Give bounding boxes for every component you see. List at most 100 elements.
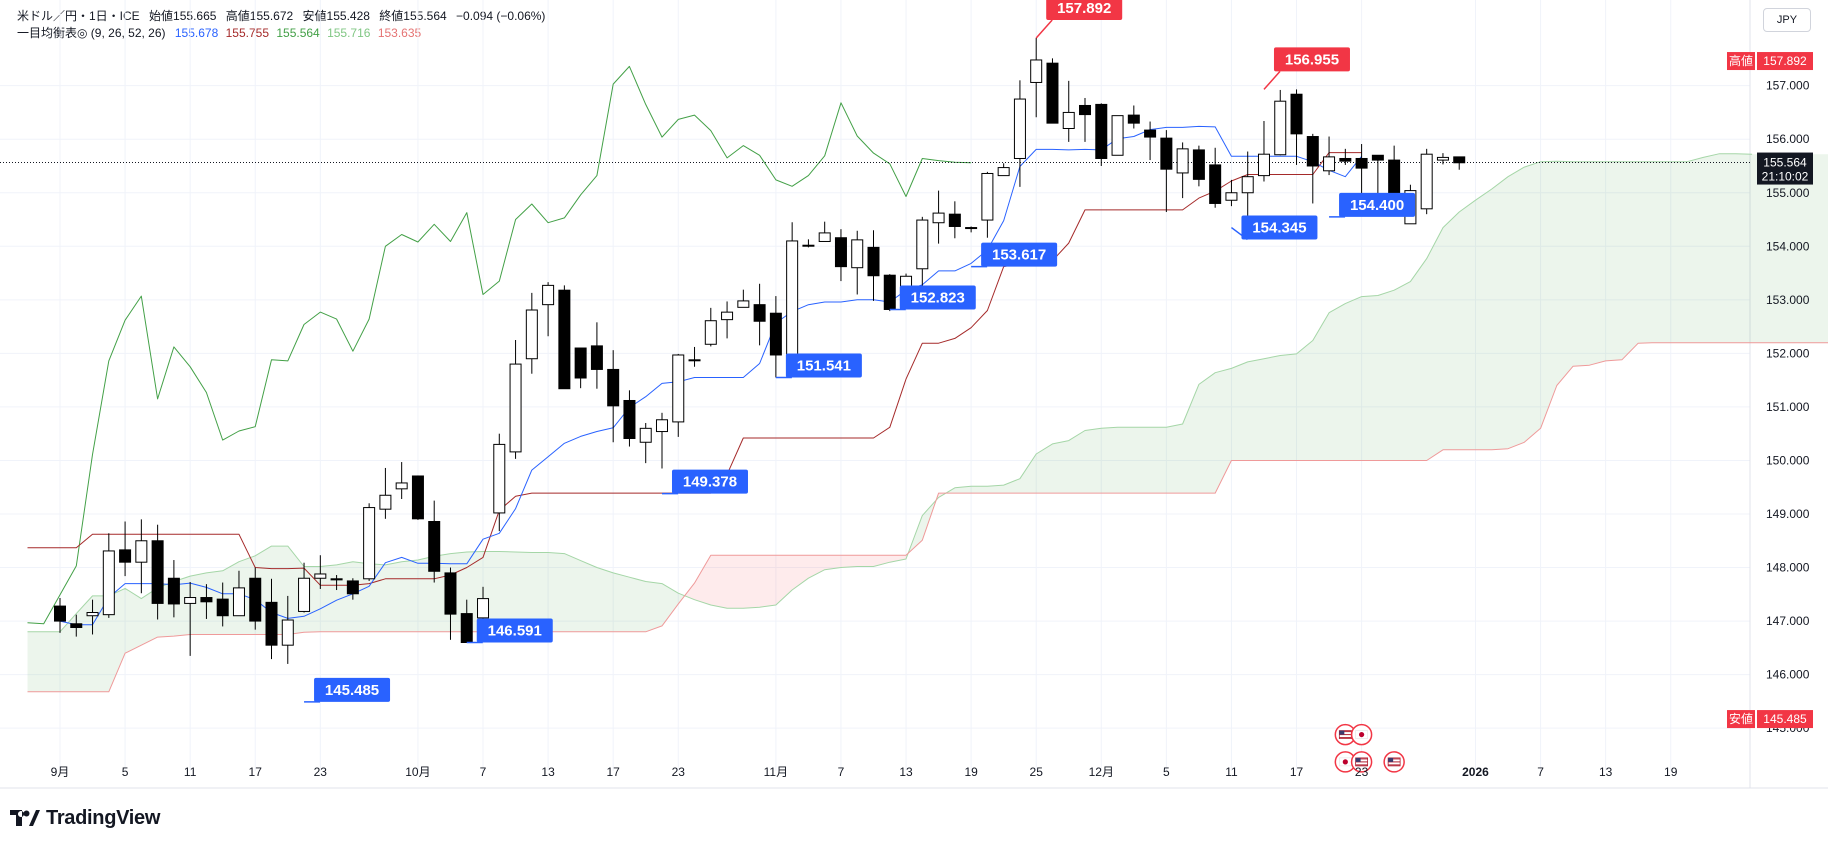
candle-body xyxy=(298,577,311,612)
callout-label: 154.400 xyxy=(1350,197,1404,214)
side-label-value: 145.485 xyxy=(1763,712,1807,726)
legend-close: 終値155.564 xyxy=(379,9,447,23)
us-flag-icon[interactable] xyxy=(1334,723,1357,746)
candle-body xyxy=(460,613,473,644)
legend-kijun-value: 155.755 xyxy=(225,26,269,40)
callout-label: 154.345 xyxy=(1252,220,1306,237)
candle-body xyxy=(1290,93,1303,135)
flag-canton xyxy=(1339,730,1345,735)
event-markers[interactable] xyxy=(1334,723,1405,773)
candle-body xyxy=(769,312,782,356)
price-callout: 146.591 xyxy=(466,618,553,644)
time-tick-label: 17 xyxy=(607,765,621,779)
price-tick-label: 150.000 xyxy=(1766,453,1810,467)
candle-body xyxy=(493,443,506,514)
candle-body xyxy=(558,289,571,390)
legend-chikou-value: 155.564 xyxy=(276,26,320,40)
candle xyxy=(151,524,164,620)
side-label-name: 高値 xyxy=(1729,53,1753,68)
candle xyxy=(542,282,555,337)
callout-label: 149.378 xyxy=(683,474,737,491)
legend-indicator-name[interactable]: 一目均衡表◎ (9, 26, 52, 26) xyxy=(17,26,166,40)
candle-body xyxy=(1453,156,1466,164)
price-tick-label: 156.000 xyxy=(1766,132,1810,146)
us-flag-icon[interactable] xyxy=(1383,751,1405,773)
jp-flag-icon[interactable] xyxy=(1350,723,1373,746)
candle xyxy=(1046,58,1059,124)
price-tick-label: 152.000 xyxy=(1766,346,1810,360)
candle xyxy=(167,560,180,618)
candle-body xyxy=(1095,103,1108,159)
senkou-span-a-line xyxy=(27,153,1753,633)
candle xyxy=(1111,115,1124,156)
price-axis[interactable]: 145.000146.000147.000148.000149.000150.0… xyxy=(1727,52,1813,735)
tradingview-logo[interactable]: TradingView xyxy=(10,806,160,830)
callout-label: 146.591 xyxy=(488,623,542,640)
candle xyxy=(655,412,668,469)
candle xyxy=(184,581,197,656)
candle-body xyxy=(265,601,278,646)
time-axis[interactable]: 9月 5 11 17 23 10月 7 13 17 23 11月 7 13 19 25 12月 5 11 17 23 2… xyxy=(51,765,1678,779)
callout-label: 152.823 xyxy=(911,289,965,306)
candle xyxy=(1209,147,1222,208)
candle-body xyxy=(997,167,1010,177)
legend-open: 始値155.665 xyxy=(149,9,217,23)
candle-body xyxy=(379,494,392,510)
time-tick-label: 23 xyxy=(672,765,686,779)
candle-body xyxy=(509,363,522,453)
candle-body xyxy=(753,304,766,322)
time-tick-label: 5 xyxy=(1163,765,1170,779)
candle xyxy=(802,239,815,248)
price-callout: 156.955 xyxy=(1263,47,1350,90)
candle-body xyxy=(119,549,132,563)
side-label-tag xyxy=(1727,710,1755,729)
candle xyxy=(1079,97,1092,142)
last-price-box xyxy=(1757,152,1813,185)
price-callouts: 157.892 156.955 154.345 154.400 153.617 152.8… xyxy=(304,0,1416,703)
time-tick-label: 13 xyxy=(1599,765,1613,779)
legend-ohlc-row: 米ドル／円・1日・ICE 始値155.665 高値155.672 安値155.4… xyxy=(17,8,551,25)
candle xyxy=(135,519,148,594)
candle-body xyxy=(1013,98,1026,159)
price-callout: 154.345 xyxy=(1230,215,1318,241)
candle xyxy=(786,222,799,361)
candle xyxy=(916,216,929,293)
candle-body xyxy=(54,605,66,622)
candle-body xyxy=(818,232,831,242)
candle xyxy=(1371,154,1384,195)
price-tick-label: 157.000 xyxy=(1766,79,1810,93)
candle-body xyxy=(542,284,555,306)
legend-symbol[interactable]: 米ドル／円・1日・ICE xyxy=(17,9,140,23)
time-tick-label: 12月 xyxy=(1089,765,1114,779)
candle-body xyxy=(590,345,603,370)
candle-body xyxy=(314,573,327,579)
flag-canton xyxy=(1355,757,1361,762)
candle xyxy=(265,578,278,660)
time-tick-label: 19 xyxy=(1664,765,1678,779)
candle xyxy=(1274,89,1287,156)
candle xyxy=(119,521,132,577)
candle-body xyxy=(395,482,408,490)
candle-body xyxy=(1111,115,1124,156)
flag-disc xyxy=(1359,731,1365,738)
candle-body xyxy=(216,598,229,617)
grid-lines xyxy=(0,0,1828,789)
callout-box xyxy=(1241,215,1318,240)
candle xyxy=(818,221,831,242)
candle-body xyxy=(1192,149,1205,180)
currency-button[interactable]: JPY xyxy=(1763,8,1811,32)
candle-body xyxy=(1079,104,1092,116)
candle-body xyxy=(688,359,701,362)
candle xyxy=(769,296,782,378)
cloud-segment xyxy=(936,493,946,501)
candle-body xyxy=(916,219,929,270)
candle xyxy=(1225,179,1238,207)
callout-box xyxy=(671,469,748,494)
candle xyxy=(834,229,847,282)
us-flag-icon[interactable] xyxy=(1350,751,1373,773)
price-tick-label: 146.000 xyxy=(1766,668,1810,682)
candle-body xyxy=(363,507,376,580)
cloud-segment xyxy=(945,153,1753,494)
